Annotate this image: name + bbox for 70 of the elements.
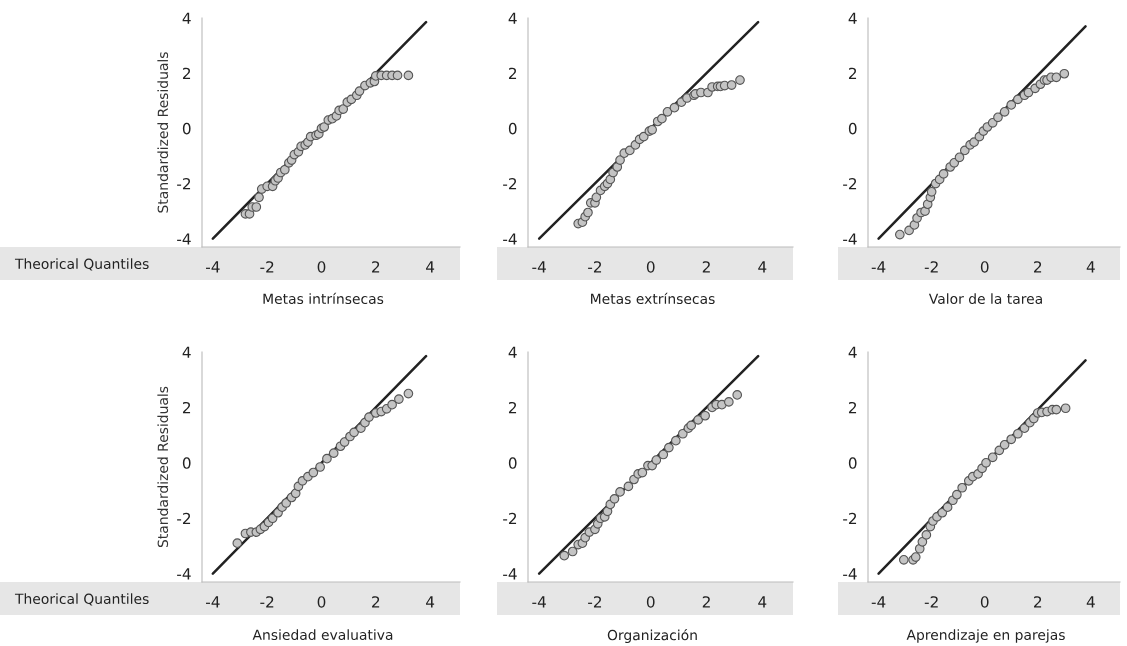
text: Metas extrínsecas xyxy=(591,292,715,305)
y-tick-label: -2 xyxy=(843,512,857,525)
y-tick-label: -2 xyxy=(503,178,517,190)
y-tick-label: 2 xyxy=(508,401,517,414)
y-tick-label: 4 xyxy=(508,12,517,24)
y-tick-label: -2 xyxy=(843,178,857,190)
x-tick-label: -4 xyxy=(871,596,886,608)
text: Ansiedad evaluativa xyxy=(252,629,393,641)
y-tick-label: 0 xyxy=(182,122,191,135)
text: Metas intrínsecas xyxy=(263,292,384,305)
x-tick-label: 0 xyxy=(980,596,989,608)
x-tick-label: 4 xyxy=(758,261,767,273)
x-tick-label: 4 xyxy=(426,596,435,608)
y-tick-label: 2 xyxy=(848,67,857,79)
x-tick-label: -2 xyxy=(588,596,602,608)
x-tick-label: -4 xyxy=(205,596,220,608)
x-tick-label: -4 xyxy=(205,261,220,273)
x-tick-label: -4 xyxy=(532,596,546,608)
y-tick-label: -4 xyxy=(177,568,191,580)
x-tick-label: 4 xyxy=(1086,596,1095,608)
y-tick-label: 2 xyxy=(508,67,517,79)
y-tick-label: 0 xyxy=(508,457,517,469)
text: Aprendizaje en parejas xyxy=(906,629,1065,643)
text: Organización xyxy=(607,629,697,643)
y-tick-label: 0 xyxy=(508,122,517,135)
x-tick-label: 4 xyxy=(758,596,767,608)
x-tick-label: -2 xyxy=(588,261,602,273)
text: Valor de la tarea xyxy=(928,293,1042,305)
y-tick-label: 0 xyxy=(182,457,191,469)
y-axis-title: Standardized Residuals xyxy=(157,52,169,213)
x-tick-label: -4 xyxy=(871,261,886,273)
x-tick-label: -2 xyxy=(260,596,274,608)
y-tick-label: 2 xyxy=(182,401,191,414)
x-tick-label: -2 xyxy=(924,596,938,608)
y-tick-label: -4 xyxy=(503,233,517,245)
x-tick-label: 2 xyxy=(1034,261,1042,273)
y-tick-label: -2 xyxy=(177,178,191,190)
y-tick-label: -4 xyxy=(843,233,857,245)
y-tick-label: 0 xyxy=(848,457,857,469)
x-tick-label: 0 xyxy=(317,261,326,273)
y-tick-label: 2 xyxy=(848,401,857,414)
x-tick-label: 0 xyxy=(646,596,655,608)
x-tick-label: 2 xyxy=(372,261,380,273)
y-tick-label: -2 xyxy=(177,512,191,525)
y-tick-label: 0 xyxy=(848,122,857,135)
x-tick-label: -2 xyxy=(260,261,274,273)
x-tick-label: 4 xyxy=(1086,261,1095,273)
x-tick-label: 2 xyxy=(372,596,380,608)
x-tick-label: 0 xyxy=(317,596,326,608)
x-tick-label: 2 xyxy=(702,261,710,273)
x-tick-label: 0 xyxy=(646,261,655,273)
y-tick-label: 4 xyxy=(182,346,191,358)
y-tick-label: 4 xyxy=(848,12,857,24)
y-tick-label: -2 xyxy=(503,512,517,525)
x-tick-label: 2 xyxy=(1034,596,1042,608)
y-tick-label: -4 xyxy=(503,568,517,580)
y-tick-label: -4 xyxy=(843,568,857,580)
y-tick-label: -4 xyxy=(177,233,191,245)
y-tick-label: 2 xyxy=(182,67,191,79)
x-tick-label: -4 xyxy=(532,261,546,273)
y-tick-label: 4 xyxy=(508,346,517,358)
x-tick-label: 2 xyxy=(702,596,710,608)
y-tick-label: 4 xyxy=(182,12,191,24)
x-axis-title: Theorical Quantiles xyxy=(14,593,149,606)
x-tick-label: -2 xyxy=(924,261,938,273)
x-tick-label: 0 xyxy=(980,261,989,273)
x-axis-title: Theorical Quantiles xyxy=(14,258,149,271)
y-tick-label: 4 xyxy=(848,346,857,358)
y-axis-title: Standardized Residuals xyxy=(157,386,169,548)
x-tick-label: 4 xyxy=(426,261,435,273)
